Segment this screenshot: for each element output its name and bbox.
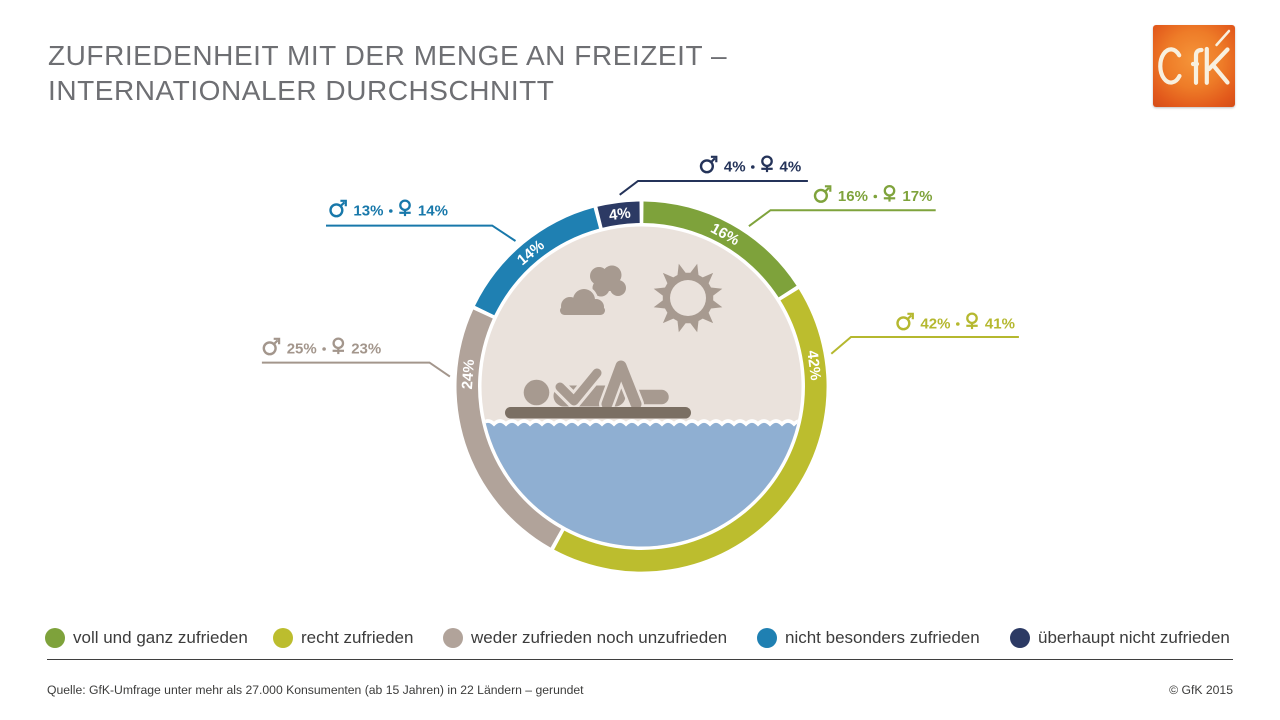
svg-text:14%: 14%	[418, 203, 448, 220]
svg-text:17%: 17%	[902, 188, 932, 205]
svg-text:42%: 42%	[803, 349, 824, 381]
svg-text:25%: 25%	[287, 341, 317, 358]
svg-text:42%: 42%	[920, 316, 950, 333]
svg-text:16%: 16%	[838, 188, 868, 205]
svg-text:4%: 4%	[780, 159, 802, 176]
svg-text:4%: 4%	[724, 159, 746, 176]
svg-text:23%: 23%	[351, 341, 381, 358]
svg-text:4%: 4%	[608, 205, 632, 225]
svg-text:41%: 41%	[985, 316, 1015, 333]
svg-text:13%: 13%	[353, 203, 383, 220]
svg-text:24%: 24%	[459, 359, 478, 390]
